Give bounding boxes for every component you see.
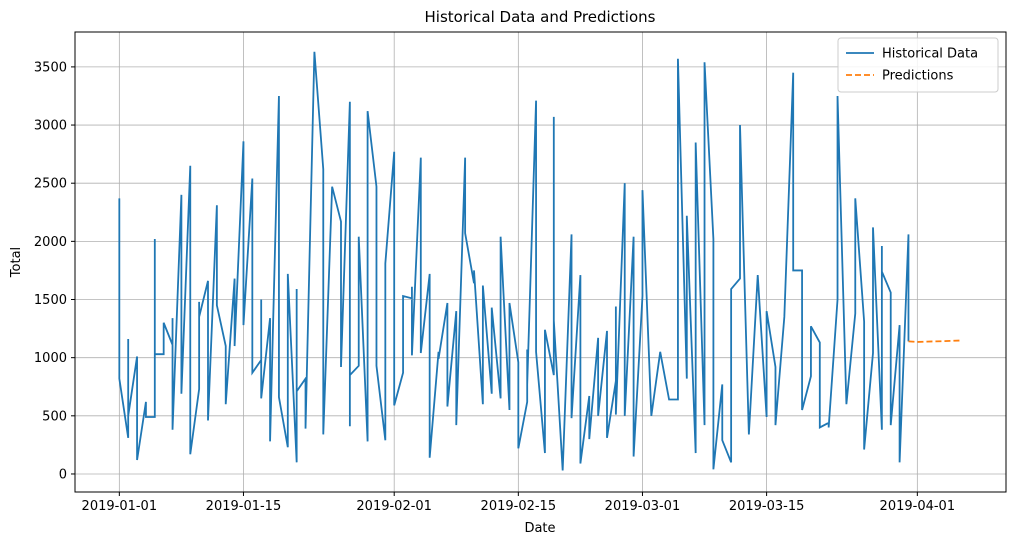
x-tick-label: 2019-02-15 <box>481 499 557 514</box>
y-axis-label: Total <box>9 247 24 278</box>
legend-label: Historical Data <box>882 47 978 62</box>
x-tick-label: 2019-03-15 <box>729 499 805 514</box>
legend-label: Predictions <box>882 69 954 84</box>
y-tick-label: 500 <box>42 409 67 424</box>
y-tick-label: 1500 <box>34 293 67 308</box>
x-tick-label: 2019-04-01 <box>880 499 956 514</box>
y-tick-label: 0 <box>59 467 67 482</box>
x-tick-label: 2019-01-15 <box>206 499 282 514</box>
x-tick-label: 2019-01-01 <box>82 499 158 514</box>
x-tick-label: 2019-02-01 <box>356 499 432 514</box>
chart-title: Historical Data and Predictions <box>425 8 656 26</box>
y-tick-label: 3000 <box>34 119 67 134</box>
y-tick-label: 1000 <box>34 351 67 366</box>
y-tick-label: 2000 <box>34 235 67 250</box>
legend: Historical Data Predictions <box>837 37 999 93</box>
x-axis-label: Date <box>524 521 555 536</box>
y-tick-label: 3500 <box>34 60 67 75</box>
y-tick-label: 2500 <box>34 177 67 192</box>
series-line <box>118 51 910 471</box>
x-tick-label: 2019-03-01 <box>605 499 681 514</box>
plot-frame <box>74 31 1007 493</box>
series-line <box>908 339 962 343</box>
legend-box <box>837 37 999 93</box>
